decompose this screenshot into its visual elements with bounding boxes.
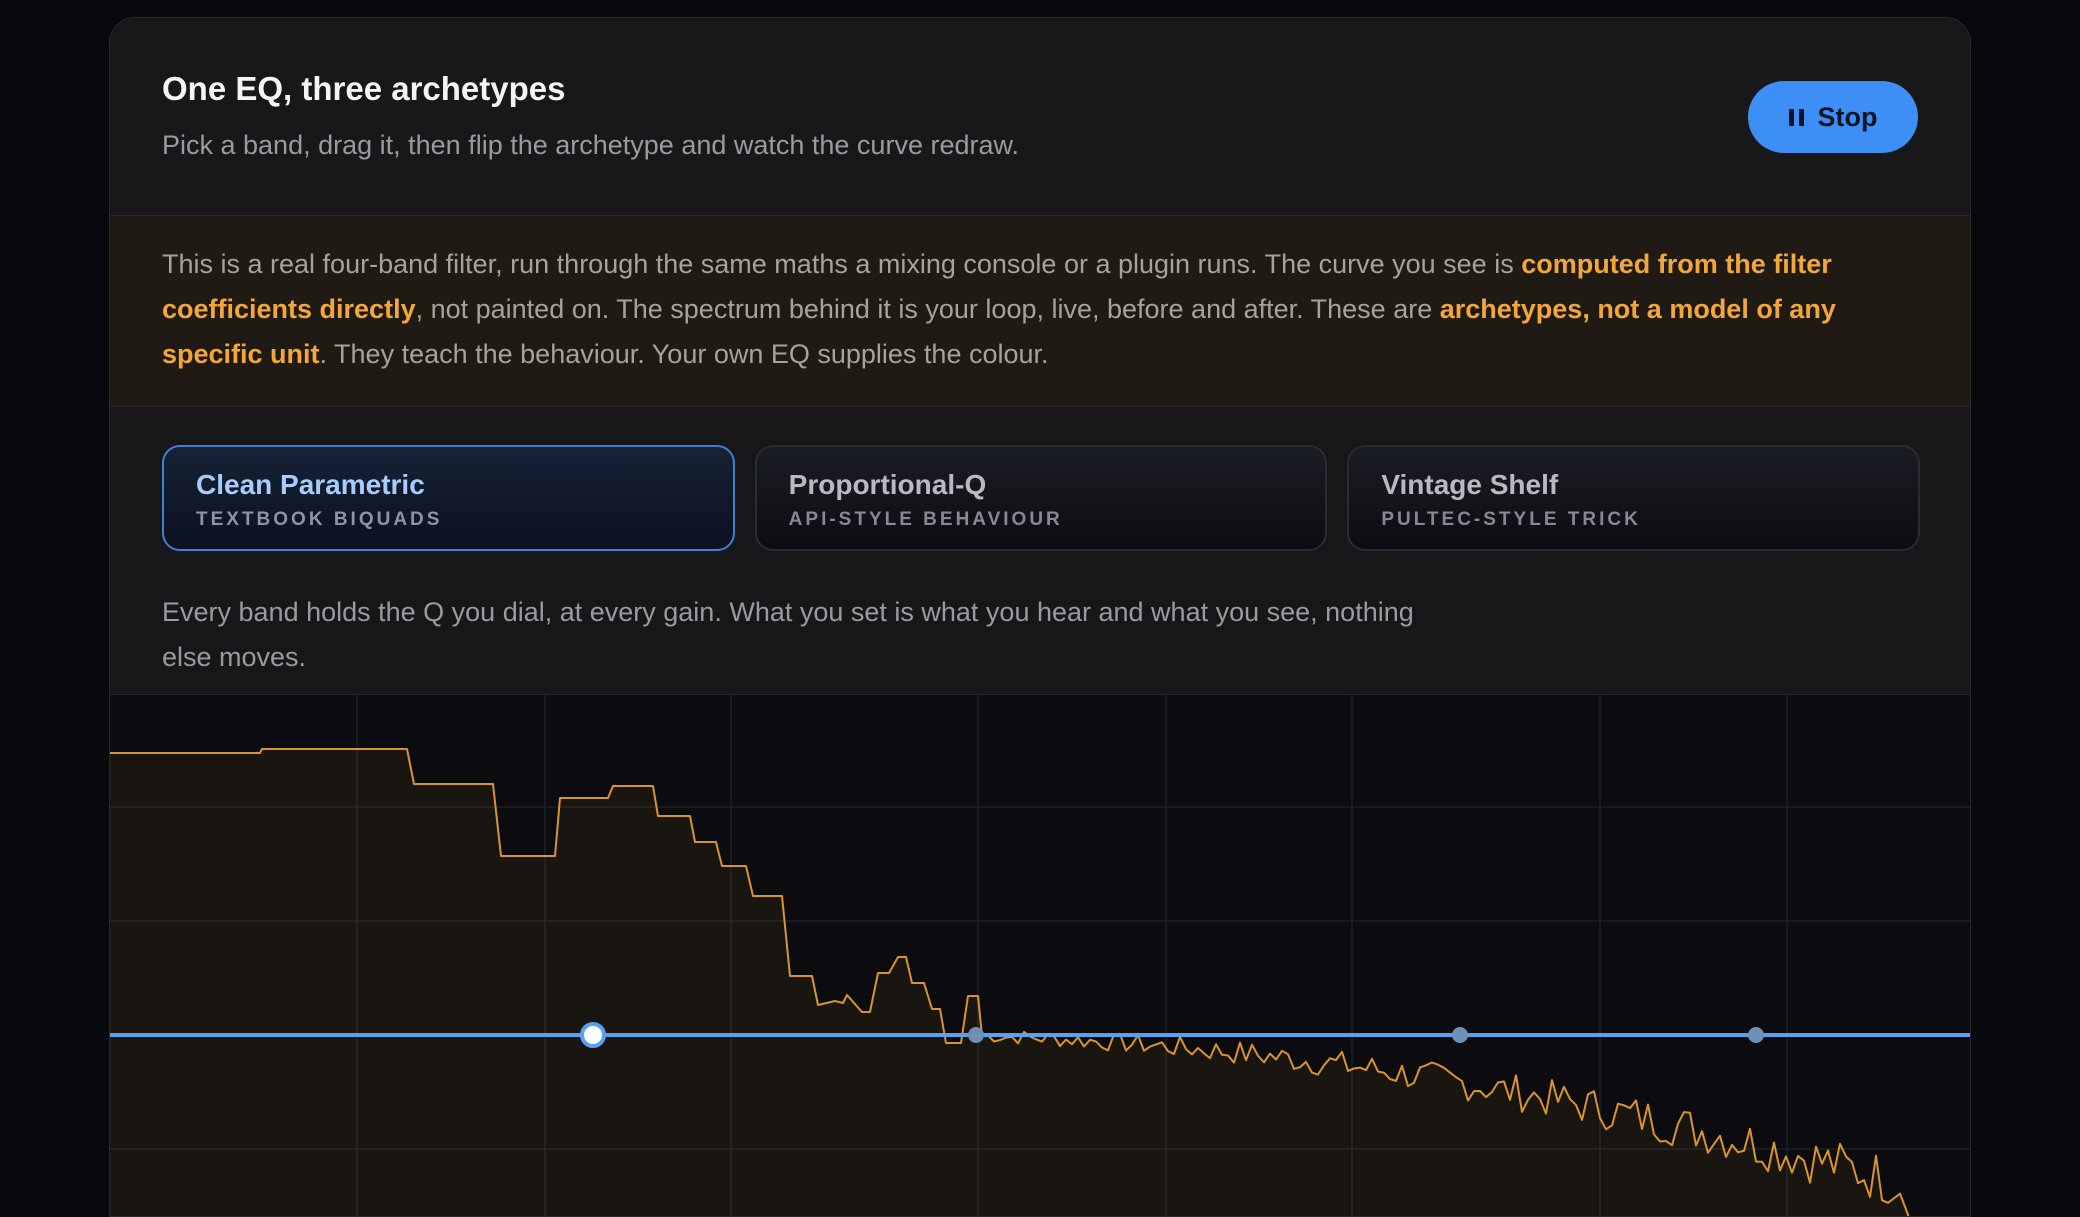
page-title: One EQ, three archetypes xyxy=(162,70,566,107)
eq-graph-canvas[interactable] xyxy=(110,695,1971,1217)
notice-part-2: , not painted on. The spectrum behind it… xyxy=(415,294,1440,324)
eq-graph[interactable] xyxy=(110,694,1971,1217)
eq-card: One EQ, three archetypes Pick a band, dr… xyxy=(109,17,1971,1217)
archetype-tag: TEXTBOOK BIQUADS xyxy=(196,509,443,530)
archetype-vintage-shelf[interactable]: Vintage Shelf PULTEC-STYLE TRICK xyxy=(1347,445,1921,551)
notice-highlight-2: archetypes, not a model of any specific … xyxy=(162,294,1836,369)
band-handle-4[interactable] xyxy=(1748,1027,1764,1043)
spectrum-line xyxy=(110,748,1910,1216)
info-notice: This is a real four-band filter, run thr… xyxy=(110,216,1970,407)
notice-highlight-1: computed from the filter coefficients di… xyxy=(162,249,1832,324)
page-subtitle: Pick a band, drag it, then flip the arch… xyxy=(162,130,1019,160)
stop-button-label: Stop xyxy=(1817,101,1878,132)
graph-grid xyxy=(110,695,1970,1216)
notice-text: This is a real four-band filter, run thr… xyxy=(162,242,1922,377)
card-header: One EQ, three archetypes Pick a band, dr… xyxy=(110,18,1970,216)
archetype-tag: PULTEC-STYLE TRICK xyxy=(1381,509,1641,530)
archetype-name: Vintage Shelf xyxy=(1381,469,1559,500)
pause-icon xyxy=(1788,108,1804,126)
archetype-clean-parametric[interactable]: Clean Parametric TEXTBOOK BIQUADS xyxy=(162,445,735,551)
archetype-tag: API-STYLE BEHAVIOUR xyxy=(788,509,1063,530)
archetype-selector: Clean Parametric TEXTBOOK BIQUADS Propor… xyxy=(162,445,1921,551)
stop-button[interactable]: Stop xyxy=(1748,81,1918,153)
band-handle-2[interactable] xyxy=(968,1027,984,1043)
archetype-proportional-q[interactable]: Proportional-Q API-STYLE BEHAVIOUR xyxy=(754,445,1328,551)
archetype-name: Proportional-Q xyxy=(788,469,987,500)
notice-part-3: . They teach the behaviour. Your own EQ … xyxy=(319,339,1049,369)
notice-part-1: This is a real four-band filter, run thr… xyxy=(162,249,1522,279)
band-handles xyxy=(580,1022,1764,1048)
spectrum-fill xyxy=(110,749,1909,1216)
archetype-description: Every band holds the Q you dial, at ever… xyxy=(162,597,1414,672)
archetype-name: Clean Parametric xyxy=(196,469,425,500)
band-handle-3[interactable] xyxy=(1452,1027,1468,1043)
band-handle-1[interactable] xyxy=(580,1022,606,1048)
